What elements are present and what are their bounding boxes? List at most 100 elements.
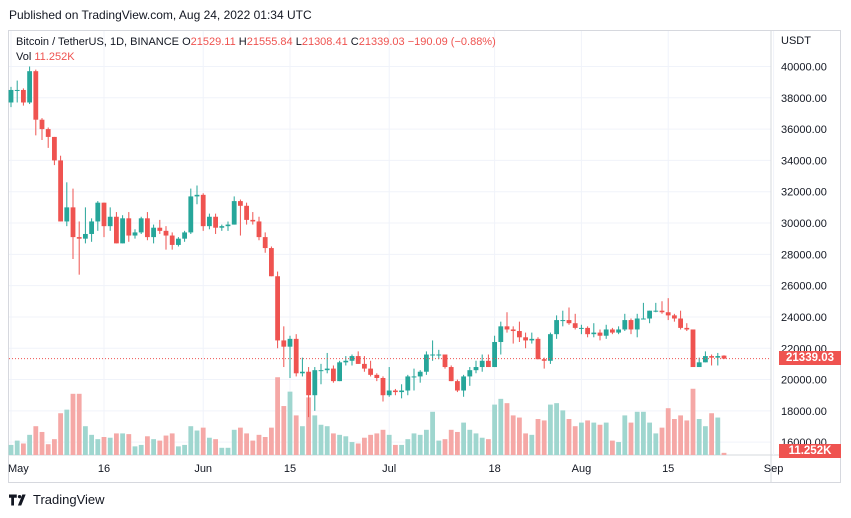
volume-bar (256, 434, 262, 455)
candle-body (306, 371, 311, 396)
candle-body (678, 318, 683, 328)
candle-body (176, 238, 181, 245)
candle-body (21, 89, 26, 103)
legend-low-value: 21308.41 (301, 36, 348, 48)
candle-body (151, 227, 156, 238)
volume-bar (107, 437, 113, 455)
price-axis-label: 30000.00 (781, 218, 827, 230)
volume-bar (250, 440, 256, 455)
tradingview-footer[interactable]: TradingView (9, 492, 105, 507)
candle-body (554, 320, 559, 335)
price-axis-label: 18000.00 (781, 406, 827, 418)
candle-body (709, 356, 714, 358)
legend-volume-label: Vol (16, 51, 32, 63)
volume-bar (219, 447, 225, 455)
volume-bar (89, 434, 94, 455)
candle-body (498, 326, 504, 342)
candle-body (343, 360, 349, 363)
volume-bar (721, 452, 727, 455)
candle-body (647, 310, 652, 319)
volume-bar (163, 435, 169, 455)
volume-bar (541, 420, 547, 455)
candle-body (417, 371, 423, 377)
volume-bar (696, 419, 702, 455)
volume-bar (331, 433, 336, 455)
candle-body (622, 320, 628, 330)
volume-bars (8, 377, 727, 455)
volume-bar (114, 433, 119, 455)
candle-body (634, 318, 640, 330)
candle-body (287, 338, 293, 347)
time-axis-label: 16 (98, 463, 110, 475)
candle-body (39, 119, 45, 130)
candle-body (585, 327, 590, 335)
candle-body (399, 390, 404, 393)
candle-body (182, 232, 187, 239)
volume-bar (188, 426, 194, 455)
published-caption: Published on TradingView.com, Aug 24, 20… (9, 8, 312, 22)
volume-bar (27, 434, 32, 455)
candle-body (368, 368, 373, 375)
candle-body (405, 376, 411, 391)
candle-body (641, 318, 646, 320)
volume-bar (293, 415, 299, 455)
candle-body (424, 354, 429, 372)
volume-bar (300, 426, 305, 455)
volume-bar (659, 427, 665, 455)
chart-frame[interactable] (8, 30, 841, 483)
candle-body (337, 362, 342, 382)
candle-body (572, 323, 578, 328)
volume-bar (405, 439, 411, 455)
volume-bar (58, 413, 63, 455)
candle-body (300, 371, 305, 374)
volume-bar (83, 426, 88, 455)
volume-bar (225, 447, 231, 455)
legend-volume-value: 11.252K (34, 51, 75, 63)
candle-body (492, 341, 497, 368)
candle-body (610, 329, 615, 333)
candle-body (467, 370, 473, 377)
candle-body (386, 390, 392, 396)
volume-bar (238, 427, 243, 455)
candle-body (665, 312, 671, 316)
volume-bar (479, 437, 485, 455)
volume-bar (653, 433, 659, 455)
volume-bar (101, 437, 107, 455)
candle-body (473, 367, 479, 371)
time-axis-label: 18 (488, 463, 500, 475)
candle-body (362, 363, 367, 369)
candle-body (548, 334, 553, 361)
candle-body (219, 226, 225, 228)
volume-bar (560, 410, 566, 455)
candle-body (715, 356, 721, 358)
candle-body (721, 355, 727, 359)
candle-body (591, 332, 597, 335)
candle-body (331, 368, 336, 382)
candle-body (411, 376, 417, 378)
candle-body (213, 216, 218, 228)
volume-bar (176, 446, 181, 455)
candle-body (250, 219, 256, 222)
candle-body (436, 354, 442, 356)
volume-bar (486, 439, 491, 455)
volume-bar (306, 397, 311, 455)
volume-bar (430, 411, 435, 455)
current-price-tag: 21339.03 (779, 350, 841, 365)
volume-bar (424, 429, 429, 455)
candle-body (132, 232, 138, 236)
volume-bar (362, 437, 367, 455)
candle-body (560, 320, 566, 322)
volume-bar (473, 433, 479, 455)
volume-bar (145, 436, 150, 455)
volume-bar (672, 419, 677, 455)
volume-bar (597, 424, 603, 455)
candle-body (566, 320, 572, 324)
volume-bar (21, 443, 26, 455)
volume-bar (448, 429, 454, 455)
volume-bar (510, 415, 516, 455)
candle-body (653, 310, 659, 312)
candle-body (225, 224, 231, 227)
candle-body (324, 368, 330, 371)
volume-bar (628, 422, 634, 455)
